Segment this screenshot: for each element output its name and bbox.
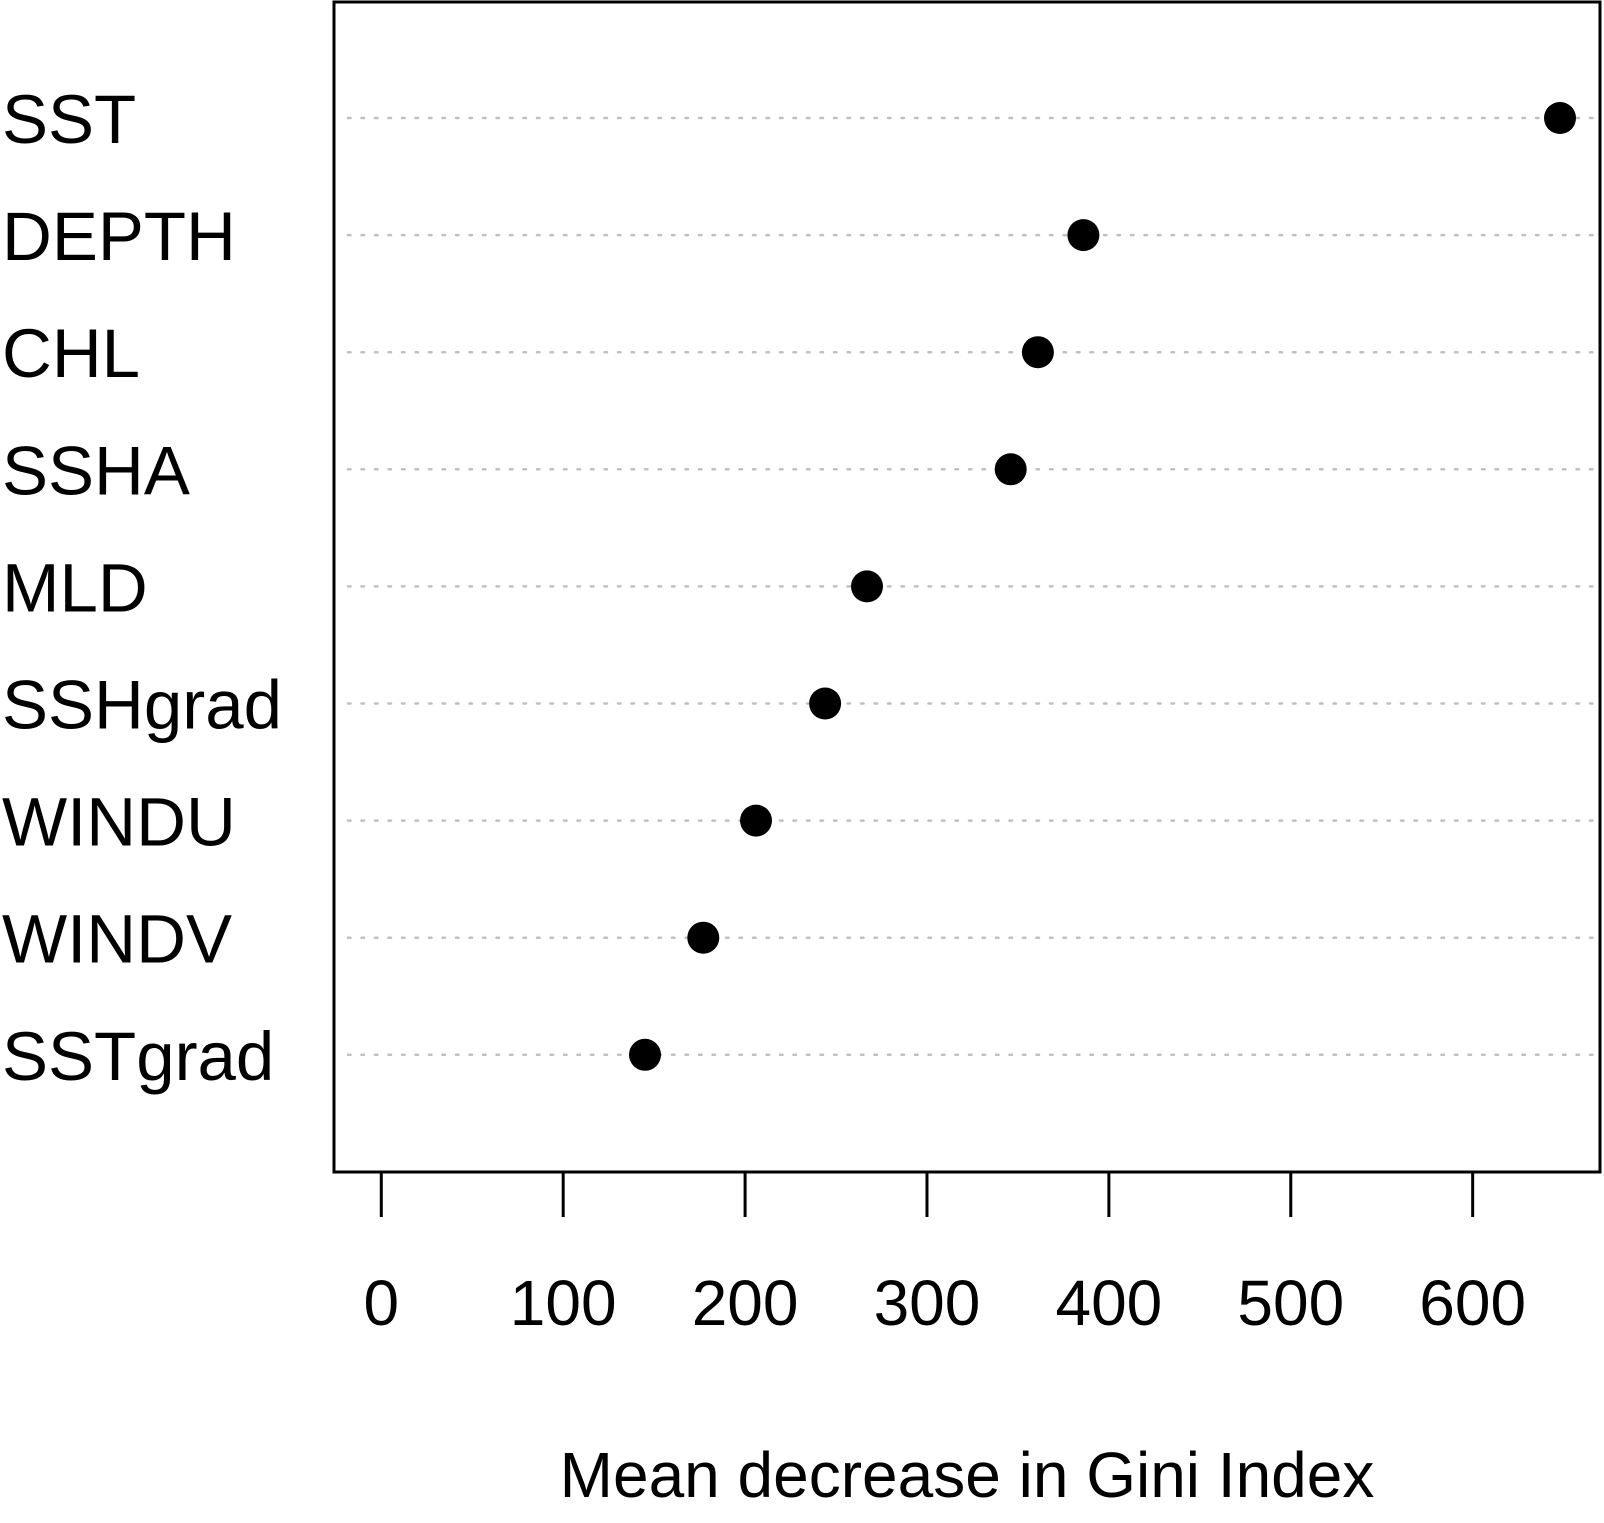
- category-labels: SST DEPTH CHL SSHA MLD SSHgrad WINDU WINDV SSTgr…: [2, 81, 282, 1095]
- x-tick-label-200: 200: [692, 1267, 799, 1339]
- category-label-mld: MLD: [2, 549, 148, 626]
- category-label-sstgrad: SSTgrad: [2, 1018, 274, 1095]
- x-tick-label-100: 100: [510, 1267, 617, 1339]
- category-label-chl: CHL: [2, 315, 140, 392]
- category-label-windu: WINDU: [2, 784, 236, 861]
- x-tick-label-0: 0: [363, 1267, 399, 1339]
- category-label-sst: SST: [2, 81, 136, 158]
- data-point-sstgrad: [629, 1038, 661, 1071]
- x-tick-label-600: 600: [1419, 1267, 1526, 1339]
- data-point-sst: [1544, 102, 1576, 134]
- data-points: [629, 102, 1576, 1071]
- data-point-windv: [687, 921, 720, 954]
- guide-lines: [346, 116, 1596, 1057]
- data-point-ssha: [994, 453, 1027, 486]
- data-point-sshgrad: [809, 687, 842, 720]
- data-point-mld: [851, 570, 883, 603]
- x-tick-label-300: 300: [874, 1267, 981, 1339]
- x-axis: 0 100 200 300 400 500 600: [363, 1170, 1526, 1339]
- category-label-depth: DEPTH: [2, 198, 236, 275]
- category-label-windv: WINDV: [2, 901, 232, 978]
- data-point-chl: [1021, 336, 1054, 369]
- x-axis-title: Mean decrease in Gini Index: [560, 1439, 1375, 1511]
- x-tick-label-400: 400: [1055, 1267, 1162, 1339]
- data-point-windu: [740, 804, 772, 837]
- x-tick-label-500: 500: [1237, 1267, 1344, 1339]
- data-point-depth: [1067, 219, 1100, 252]
- category-label-ssha: SSHA: [2, 432, 190, 509]
- category-label-sshgrad: SSHgrad: [2, 667, 282, 744]
